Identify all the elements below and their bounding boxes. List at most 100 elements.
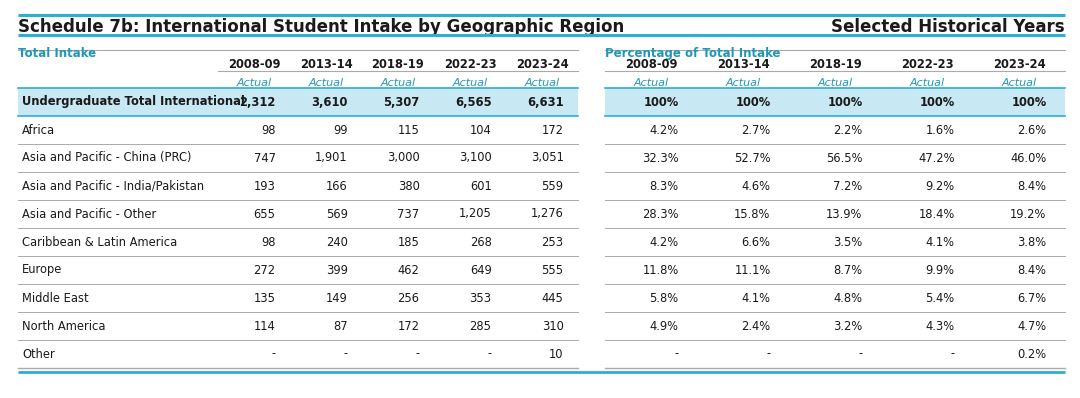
Text: 8.7%: 8.7% [834, 263, 863, 277]
Text: 559: 559 [541, 179, 564, 193]
Text: -: - [859, 347, 863, 361]
Text: -: - [416, 347, 420, 361]
Text: 6.6%: 6.6% [742, 236, 771, 248]
Text: 3.2%: 3.2% [834, 320, 863, 332]
Text: 11.1%: 11.1% [734, 263, 771, 277]
Text: 104: 104 [470, 123, 491, 137]
Text: 149: 149 [326, 291, 348, 304]
Text: 240: 240 [326, 236, 348, 248]
Text: 655: 655 [254, 207, 275, 220]
Text: 6.7%: 6.7% [1017, 291, 1047, 304]
Text: Actual: Actual [818, 78, 852, 88]
Text: 2018-19: 2018-19 [372, 58, 424, 71]
Text: North America: North America [22, 320, 106, 332]
Text: 2,312: 2,312 [240, 96, 275, 109]
Text: 2023-24: 2023-24 [515, 58, 568, 71]
Text: Caribbean & Latin America: Caribbean & Latin America [22, 236, 177, 248]
Text: Other: Other [22, 347, 55, 361]
Text: 2008-09: 2008-09 [624, 58, 677, 71]
Text: 253: 253 [541, 236, 564, 248]
Text: 256: 256 [397, 291, 420, 304]
Text: 10: 10 [549, 347, 564, 361]
Text: 2023-24: 2023-24 [993, 58, 1045, 71]
Text: 15.8%: 15.8% [734, 207, 771, 220]
Text: 0.2%: 0.2% [1017, 347, 1047, 361]
Text: Selected Historical Years: Selected Historical Years [832, 18, 1065, 36]
Text: 1,276: 1,276 [530, 207, 564, 220]
Text: Actual: Actual [1001, 78, 1037, 88]
Text: 380: 380 [397, 179, 420, 193]
Text: Actual: Actual [634, 78, 669, 88]
Text: 56.5%: 56.5% [826, 152, 863, 164]
Text: Actual: Actual [309, 78, 343, 88]
Text: 6,631: 6,631 [527, 96, 564, 109]
Text: 555: 555 [541, 263, 564, 277]
Text: 285: 285 [470, 320, 491, 332]
Text: 3,000: 3,000 [387, 152, 420, 164]
Text: 3,610: 3,610 [311, 96, 348, 109]
Text: 2018-19: 2018-19 [809, 58, 862, 71]
Text: 2008-09: 2008-09 [228, 58, 280, 71]
Text: 52.7%: 52.7% [734, 152, 771, 164]
Text: 100%: 100% [735, 96, 771, 109]
Text: 2.7%: 2.7% [741, 123, 771, 137]
Text: 353: 353 [470, 291, 491, 304]
Text: 445: 445 [542, 291, 564, 304]
Text: -: - [767, 347, 771, 361]
Text: 100%: 100% [827, 96, 863, 109]
Text: 747: 747 [254, 152, 275, 164]
Text: 172: 172 [541, 123, 564, 137]
Text: 4.8%: 4.8% [834, 291, 863, 304]
Text: 2.2%: 2.2% [834, 123, 863, 137]
Text: 601: 601 [470, 179, 491, 193]
Text: 6,565: 6,565 [455, 96, 491, 109]
Text: 5.4%: 5.4% [926, 291, 955, 304]
Text: 47.2%: 47.2% [918, 152, 955, 164]
Text: Actual: Actual [237, 78, 271, 88]
Text: 4.9%: 4.9% [649, 320, 678, 332]
Text: 185: 185 [397, 236, 420, 248]
Text: 2013-14: 2013-14 [717, 58, 769, 71]
Bar [18, 88, 578, 116]
Text: -: - [487, 347, 491, 361]
Text: Undergraduate Total International: Undergraduate Total International [22, 96, 245, 109]
Text: Asia and Pacific - China (PRC): Asia and Pacific - China (PRC) [22, 152, 191, 164]
Text: 3.5%: 3.5% [834, 236, 863, 248]
Text: 4.1%: 4.1% [742, 291, 771, 304]
Text: 114: 114 [254, 320, 275, 332]
Text: 8.4%: 8.4% [1017, 263, 1047, 277]
Text: Asia and Pacific - India/Pakistan: Asia and Pacific - India/Pakistan [22, 179, 204, 193]
Text: 9.2%: 9.2% [926, 179, 955, 193]
Text: 11.8%: 11.8% [643, 263, 678, 277]
Text: Middle East: Middle East [22, 291, 89, 304]
Text: 1.6%: 1.6% [926, 123, 955, 137]
Text: 28.3%: 28.3% [643, 207, 678, 220]
Text: 8.3%: 8.3% [649, 179, 678, 193]
Text: 3,100: 3,100 [459, 152, 491, 164]
Text: -: - [950, 347, 955, 361]
Text: 98: 98 [261, 236, 275, 248]
Text: 2.4%: 2.4% [742, 320, 771, 332]
Text: 1,205: 1,205 [459, 207, 491, 220]
Text: 13.9%: 13.9% [826, 207, 863, 220]
Text: Asia and Pacific - Other: Asia and Pacific - Other [22, 207, 157, 220]
Text: 2022-23: 2022-23 [901, 58, 954, 71]
Text: 115: 115 [397, 123, 420, 137]
Text: Schedule 7b: International Student Intake by Geographic Region: Schedule 7b: International Student Intak… [18, 18, 624, 36]
Text: 5.8%: 5.8% [649, 291, 678, 304]
Text: 462: 462 [397, 263, 420, 277]
Text: 98: 98 [261, 123, 275, 137]
Text: 99: 99 [333, 123, 348, 137]
Text: 1,901: 1,901 [315, 152, 348, 164]
Text: 166: 166 [326, 179, 348, 193]
Text: 569: 569 [326, 207, 348, 220]
Text: -: - [271, 347, 275, 361]
Text: 310: 310 [542, 320, 564, 332]
Text: 737: 737 [397, 207, 420, 220]
Text: 172: 172 [397, 320, 420, 332]
Text: Actual: Actual [726, 78, 760, 88]
Text: 649: 649 [470, 263, 491, 277]
Text: Actual: Actual [909, 78, 945, 88]
Text: -: - [675, 347, 678, 361]
Text: 4.6%: 4.6% [742, 179, 771, 193]
